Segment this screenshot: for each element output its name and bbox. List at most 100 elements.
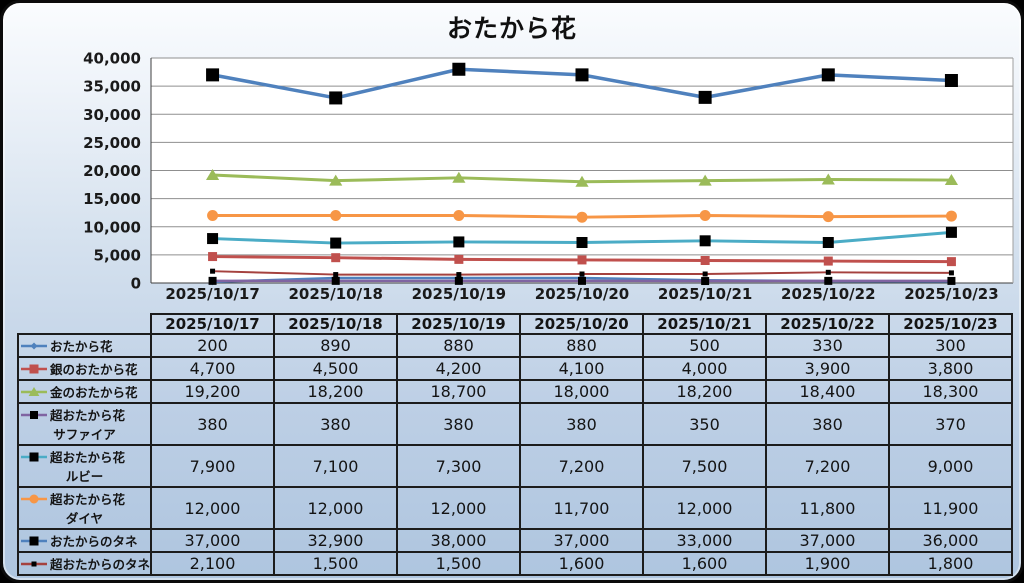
legend-cell: 銀のおたから花 xyxy=(17,356,152,381)
value-cell: 7,300 xyxy=(396,444,521,488)
table-row: 金のおたから花 19,200 18,200 18,700 18,000 18,200 18,… xyxy=(17,379,1013,404)
date-header: 2025/10/22 xyxy=(765,313,890,335)
series-markers xyxy=(207,226,957,249)
series-markers xyxy=(205,168,959,187)
x-tick-label: 2025/10/17 xyxy=(165,285,259,303)
series-markers xyxy=(208,276,956,286)
value-cell: 3,900 xyxy=(765,356,890,381)
value-cell: 19,200 xyxy=(150,379,275,404)
value-cell: 12,000 xyxy=(273,486,398,530)
value-cell: 380 xyxy=(519,402,644,446)
x-tick-label: 2025/10/22 xyxy=(781,285,875,303)
series-金のおたから花 xyxy=(205,168,959,187)
value-cell: 4,500 xyxy=(273,356,398,381)
value-cell: 350 xyxy=(642,402,767,446)
value-cell: 370 xyxy=(888,402,1013,446)
table-row: おたから花 200 890 880 880 500 330 300 xyxy=(17,333,1013,358)
date-header: 2025/10/21 xyxy=(642,313,767,335)
value-cell: 1,800 xyxy=(888,551,1013,576)
legend-marker-icon xyxy=(21,342,47,349)
legend-marker-icon xyxy=(21,452,47,461)
value-cell: 18,300 xyxy=(888,379,1013,404)
legend-label: おたから花 xyxy=(50,339,113,354)
price-line-chart: 0 5,000 10,000 15,000 20,000 25,000 30,000 35,0… xyxy=(83,50,1014,303)
value-cell: 18,200 xyxy=(273,379,398,404)
x-tick-label: 2025/10/18 xyxy=(288,285,382,303)
value-cell: 7,200 xyxy=(765,444,890,488)
y-tick-label: 20,000 xyxy=(83,162,141,180)
value-cell: 9,000 xyxy=(888,444,1013,488)
date-header: 2025/10/20 xyxy=(519,313,644,335)
legend-cell: 金のおたから花 xyxy=(17,379,152,404)
series-超おたから花ルビー xyxy=(207,226,957,249)
date-header: 2025/10/23 xyxy=(888,313,1013,335)
y-tick-label: 5,000 xyxy=(94,246,141,264)
value-cell: 33,000 xyxy=(642,528,767,553)
legend-marker-icon xyxy=(21,386,47,396)
y-tick-label: 35,000 xyxy=(83,78,141,96)
x-tick-label: 2025/10/21 xyxy=(658,285,752,303)
legend-cell: 超おたから花 ルビー xyxy=(17,444,152,488)
value-cell: 380 xyxy=(765,402,890,446)
y-tick-label: 15,000 xyxy=(83,190,141,208)
series-markers xyxy=(210,268,954,278)
value-cell: 380 xyxy=(273,402,398,446)
x-tick-label: 2025/10/20 xyxy=(535,285,629,303)
value-cell: 200 xyxy=(150,333,275,358)
value-cell: 38,000 xyxy=(396,528,521,553)
legend-marker-icon xyxy=(21,410,47,419)
value-cell: 12,000 xyxy=(642,486,767,530)
legend-cell: 超おたから花 サファイア xyxy=(17,402,152,446)
legend-label: 銀のおたから花 xyxy=(50,362,138,377)
value-cell: 4,700 xyxy=(150,356,275,381)
y-tick-label: 0 xyxy=(131,275,141,293)
value-cell: 4,000 xyxy=(642,356,767,381)
value-cell: 1,600 xyxy=(642,551,767,576)
value-cell: 300 xyxy=(888,333,1013,358)
value-cell: 880 xyxy=(396,333,521,358)
y-tick-label: 40,000 xyxy=(83,50,141,68)
value-cell: 36,000 xyxy=(888,528,1013,553)
value-cell: 12,000 xyxy=(396,486,521,530)
value-cell: 3,800 xyxy=(888,356,1013,381)
value-cell: 11,900 xyxy=(888,486,1013,530)
legend-label: 超おたから花 xyxy=(50,492,126,507)
value-cell: 32,900 xyxy=(273,528,398,553)
legend-label: 超おたから花 xyxy=(50,408,126,423)
table-row: 超おたから花 サファイア 380 380 380 380 350 380 370 xyxy=(17,402,1013,446)
table-row: 銀のおたから花 4,700 4,500 4,200 4,100 4,000 3,900 3,8… xyxy=(17,356,1013,381)
value-cell: 7,100 xyxy=(273,444,398,488)
series-markers xyxy=(206,62,958,105)
value-cell: 4,200 xyxy=(396,356,521,381)
legend-cell: 超おたから花 ダイヤ xyxy=(17,486,152,530)
header-spacer-cell xyxy=(18,314,151,334)
legend-label: 金のおたから花 xyxy=(50,385,138,400)
series-超おたからのタネ xyxy=(210,268,954,278)
y-tick-label: 10,000 xyxy=(83,218,141,236)
gridlines xyxy=(151,57,1013,284)
chart-title: おたから花 xyxy=(446,14,577,43)
series-markers xyxy=(208,252,956,267)
series-銀のおたから花 xyxy=(208,252,956,267)
legend-label-line2: サファイア xyxy=(53,427,116,442)
legend-cell: 超おたからのタネ xyxy=(17,551,152,576)
legend-label: おたからのタネ xyxy=(50,534,138,549)
date-header: 2025/10/18 xyxy=(273,313,398,335)
table-row: 超おたから花 ルビー 7,900 7,100 7,300 7,200 7,500 7,200 9… xyxy=(17,444,1013,488)
value-cell: 4,100 xyxy=(519,356,644,381)
value-cell: 2,100 xyxy=(150,551,275,576)
value-cell: 380 xyxy=(150,402,275,446)
value-cell: 37,000 xyxy=(519,528,644,553)
value-cell: 890 xyxy=(273,333,398,358)
value-cell: 500 xyxy=(642,333,767,358)
series-おたからのタネ xyxy=(206,62,958,105)
legend-label: 超おたから花 xyxy=(50,450,126,465)
value-cell: 11,700 xyxy=(519,486,644,530)
legend-marker-icon xyxy=(21,494,47,503)
x-axis-labels: 2025/10/17 2025/10/18 2025/10/19 2025/10/20… xyxy=(165,285,998,303)
legend-marker-icon xyxy=(21,364,47,373)
value-cell: 11,800 xyxy=(765,486,890,530)
value-cell: 7,500 xyxy=(642,444,767,488)
value-cell: 37,000 xyxy=(150,528,275,553)
